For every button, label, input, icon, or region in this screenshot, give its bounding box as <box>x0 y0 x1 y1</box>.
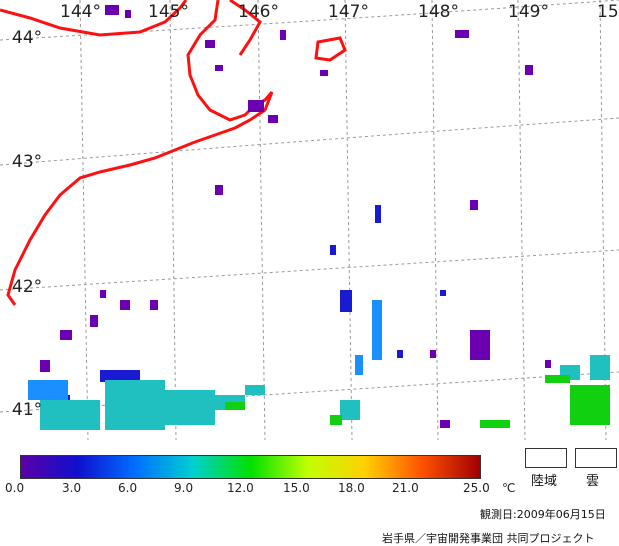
scale-tick-25: 25.0 <box>463 481 490 495</box>
cloud-legend-swatch <box>575 448 617 468</box>
credit-line: 岩手県／宇宙開発事業団 共同プロジェクト <box>382 532 595 545</box>
lon-label-148: 148° <box>418 2 459 22</box>
lat-label-42: 42° <box>12 277 43 297</box>
cloud-legend-label: 雲 <box>586 474 600 489</box>
scale-tick-3: 3.0 <box>62 481 82 495</box>
lon-label-144: 144° <box>60 2 101 22</box>
scale-tick-15: 15.0 <box>283 481 310 495</box>
color-scale-ticks: 0.0 3.0 6.0 9.0 12.0 15.0 18.0 21.0 25.0… <box>0 477 619 507</box>
lat-label-44: 44° <box>12 28 43 48</box>
scale-tick-12: 12.0 <box>227 481 254 495</box>
land-legend-swatch <box>525 448 567 468</box>
observation-date: 観測日:2009年06月15日 <box>480 508 606 521</box>
scale-tick-9: 9.0 <box>174 481 194 495</box>
scale-tick-21: 21.0 <box>392 481 419 495</box>
lon-label-145: 145° <box>148 2 189 22</box>
scale-tick-0: 0.0 <box>5 481 25 495</box>
lon-label-146: 146° <box>238 2 279 22</box>
lon-label-149: 149° <box>508 2 549 22</box>
scale-tick-18: 18.0 <box>338 481 365 495</box>
scale-tick-6: 6.0 <box>118 481 138 495</box>
land-legend-label: 陸域 <box>531 474 558 489</box>
lon-label-150: 15 <box>597 2 619 22</box>
scale-unit: ℃ <box>502 481 516 495</box>
sst-map <box>0 0 619 440</box>
lon-label-147: 147° <box>328 2 369 22</box>
lat-label-43: 43° <box>12 152 43 172</box>
color-scale-bar <box>20 455 481 479</box>
coastline <box>0 0 347 306</box>
sst-patches <box>28 5 610 430</box>
lat-label-41: 41° <box>12 400 43 420</box>
